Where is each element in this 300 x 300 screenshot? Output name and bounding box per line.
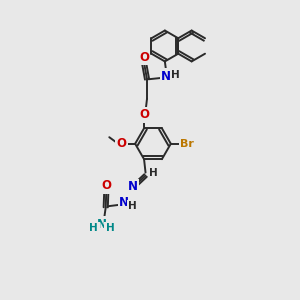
Text: N: N — [119, 196, 129, 209]
Text: O: O — [139, 108, 149, 122]
Text: N: N — [161, 70, 171, 83]
Text: H: H — [128, 201, 137, 212]
Text: H: H — [172, 70, 180, 80]
Text: O: O — [101, 179, 111, 192]
Text: H: H — [89, 223, 98, 233]
Text: O: O — [117, 137, 127, 150]
Text: Br: Br — [180, 139, 194, 149]
Text: H: H — [106, 223, 115, 233]
Text: H: H — [149, 168, 158, 178]
Text: N: N — [97, 218, 107, 231]
Text: N: N — [128, 180, 137, 193]
Text: O: O — [139, 51, 149, 64]
